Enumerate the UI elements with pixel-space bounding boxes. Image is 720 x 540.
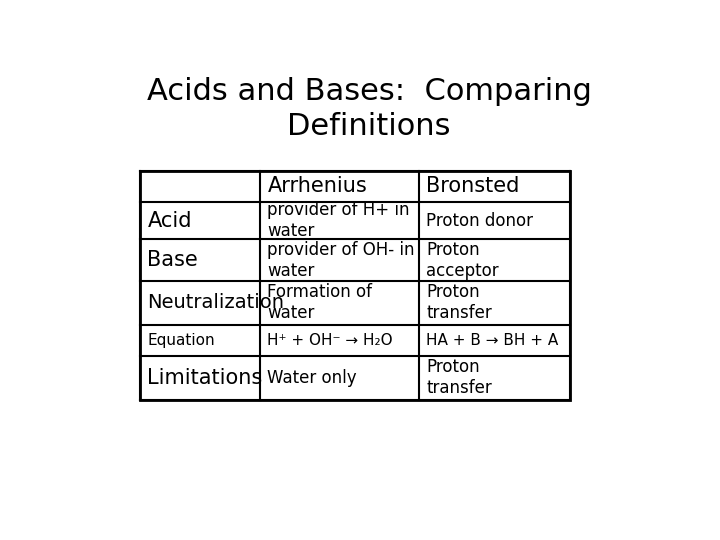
Text: Limitations: Limitations xyxy=(148,368,263,388)
Text: H⁺ + OH⁻ → H₂O: H⁺ + OH⁻ → H₂O xyxy=(267,333,393,348)
Text: Proton
transfer: Proton transfer xyxy=(426,358,492,397)
Text: Water only: Water only xyxy=(267,369,357,387)
Text: Acid: Acid xyxy=(148,211,192,231)
Text: Proton
transfer: Proton transfer xyxy=(426,284,492,322)
Text: Equation: Equation xyxy=(148,333,215,348)
Text: Acids and Bases:  Comparing
Definitions: Acids and Bases: Comparing Definitions xyxy=(147,77,591,141)
Text: Arrhenius: Arrhenius xyxy=(267,177,367,197)
Text: Bronsted: Bronsted xyxy=(426,177,520,197)
Text: provider of OH- in
water: provider of OH- in water xyxy=(267,241,415,280)
Text: Base: Base xyxy=(148,250,198,270)
Text: Proton donor: Proton donor xyxy=(426,212,534,230)
Text: Proton
acceptor: Proton acceptor xyxy=(426,241,499,280)
Text: provider of H+ in
water: provider of H+ in water xyxy=(267,201,410,240)
Text: HA + B → BH + A: HA + B → BH + A xyxy=(426,333,559,348)
Text: Neutralization: Neutralization xyxy=(148,293,284,312)
Text: Formation of
water: Formation of water xyxy=(267,284,372,322)
